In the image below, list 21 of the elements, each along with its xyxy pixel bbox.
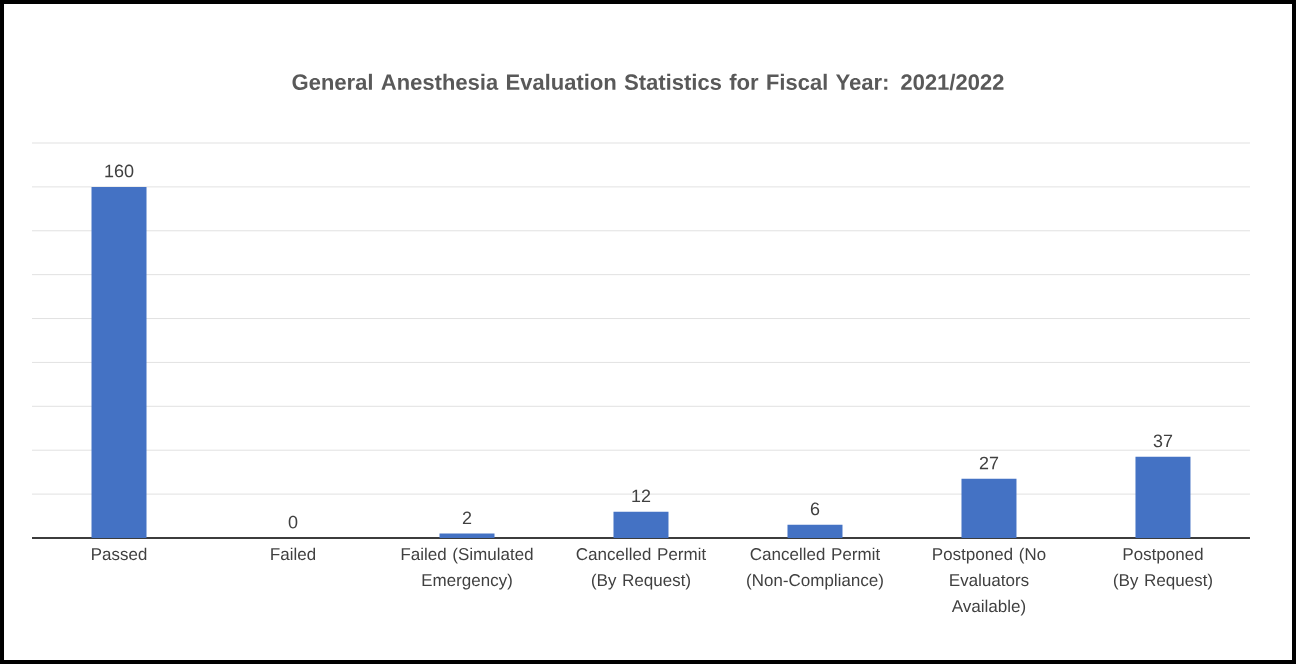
data-label: 12	[632, 489, 651, 503]
x-tick-label: Postponed (By Request)	[1113, 547, 1212, 590]
x-tick-label: Postponed (No Evaluators Available)	[933, 547, 1046, 616]
x-tick-label: Passed	[92, 547, 147, 561]
x-tick-label: Failed (Simulated Emergency)	[401, 547, 533, 590]
bar	[91, 186, 147, 538]
x-tick-label: Cancelled Permit (By Request)	[576, 547, 707, 590]
bar	[961, 478, 1017, 538]
data-label: 2	[462, 511, 472, 525]
data-label: 160	[105, 164, 134, 178]
x-tick-label: Cancelled Permit (Non-Compliance)	[747, 547, 883, 590]
data-label: 0	[288, 515, 298, 529]
data-label: 27	[979, 456, 999, 470]
bar	[787, 524, 843, 538]
data-label: 6	[810, 502, 820, 516]
bar	[613, 511, 669, 538]
x-tick-label: Failed	[271, 547, 316, 561]
chart-title: General Anesthesia Evaluation Statistics for Fiscal Year: 2021/2022	[292, 73, 1004, 91]
bar	[439, 533, 495, 538]
bar	[1135, 456, 1191, 538]
data-label: 37	[1153, 434, 1173, 448]
